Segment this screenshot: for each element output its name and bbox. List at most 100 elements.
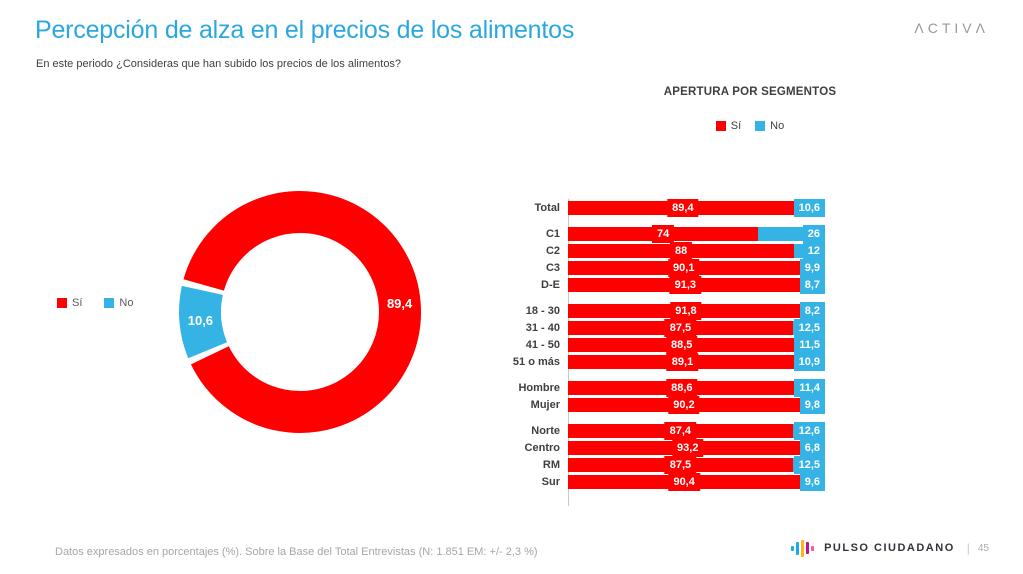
category-label: 18 - 30 (525, 305, 560, 317)
category-label: C1 (545, 228, 560, 240)
bar-legend-item-si: Sí (715, 120, 742, 132)
bar-group: Total 89,4 10,6 (498, 199, 825, 217)
legend-no-swatch (104, 298, 115, 308)
bar-track: 93,2 6,8 (568, 439, 825, 457)
equalizer-bar (791, 545, 795, 551)
legend-si-label: Sí (72, 297, 83, 309)
bar-row: 51 o más 89,1 10,9 (498, 353, 825, 371)
legend-si-swatch (57, 298, 67, 308)
bar-group: Norte 87,4 12,6 Centro 93,2 6,8 RM 87,5 12,5 Sur 9… (498, 422, 825, 491)
equalizer-bar (796, 541, 800, 555)
bar-track: 91,3 8,7 (568, 276, 825, 294)
value-label-si: 89,1 (666, 353, 699, 371)
bar-row: 18 - 30 91,8 8,2 (498, 302, 825, 320)
category-label: D-E (541, 279, 560, 291)
value-label-si: 87,4 (664, 422, 697, 440)
bar-row: Norte 87,4 12,6 (498, 422, 825, 440)
equalizer-icon (791, 538, 816, 558)
value-label-no: 9,9 (799, 259, 825, 277)
equalizer-bar (806, 542, 810, 554)
donut-segment-si-label: 89,4 (387, 296, 413, 311)
donut-segment-no (179, 285, 228, 359)
value-label-si: 90,2 (668, 396, 700, 414)
bar-track: 87,4 12,6 (568, 422, 825, 440)
donut-segment-si (183, 191, 421, 433)
value-label-no: 12,5 (793, 319, 825, 337)
bar-track: 90,4 9,6 (568, 473, 825, 491)
equalizer-bar (811, 545, 815, 551)
value-label-si: 88,6 (666, 379, 698, 397)
segments-bar-chart: Total 89,4 10,6 C1 74 26 C2 88 12 C3 90,1 9,9 D-E 91,… (498, 199, 825, 506)
value-label-no: 8,7 (799, 276, 825, 294)
bar-track: 90,2 9,8 (568, 396, 825, 414)
value-label-no: 12,6 (793, 422, 825, 440)
value-label-no: 11,4 (794, 379, 825, 397)
bar-track: 74 26 (568, 225, 825, 243)
category-label: Norte (531, 425, 560, 437)
donut-chart: 89,4 10,6 (179, 191, 421, 433)
axis-line (568, 199, 569, 506)
category-label: 31 - 40 (525, 322, 560, 334)
bar-legend-si-label: Sí (730, 120, 742, 132)
footer-brand-name: PULSO CIUDADANO (824, 542, 955, 554)
value-label-no: 11,5 (794, 336, 825, 354)
value-label-no: 10,9 (793, 353, 825, 371)
bar-group: Hombre 88,6 11,4 Mujer 90,2 9,8 (498, 379, 825, 414)
bar-track: 87,5 12,5 (568, 319, 825, 337)
value-label-si: 88 (669, 242, 693, 260)
category-label: Centro (524, 442, 560, 454)
bar-row: 31 - 40 87,5 12,5 (498, 319, 825, 337)
bar-track: 91,8 8,2 (568, 302, 825, 320)
value-label-no: 12 (802, 242, 825, 260)
bar-row: D-E 91,3 8,7 (498, 276, 825, 294)
bar-row: 41 - 50 88,5 11,5 (498, 336, 825, 354)
pulso-ciudadano-logo: PULSO CIUDADANO | 45 (791, 538, 989, 558)
footnote: Datos expresados en porcentajes (%). Sob… (55, 546, 538, 558)
category-label: 51 o más (512, 356, 560, 368)
bar-row: Mujer 90,2 9,8 (498, 396, 825, 414)
equalizer-bar (801, 539, 805, 557)
value-label-si: 91,8 (670, 302, 702, 320)
category-label: Total (534, 202, 560, 214)
category-label: Mujer (530, 399, 560, 411)
survey-question: En este periodo ¿Consideras que han subi… (36, 58, 402, 70)
value-label-si: 90,1 (668, 259, 700, 277)
bar-group: 18 - 30 91,8 8,2 31 - 40 87,5 12,5 41 - 50 88,5… (498, 302, 825, 371)
bar-track: 88 12 (568, 242, 825, 260)
category-label: C2 (545, 245, 560, 257)
page-number: 45 (977, 542, 989, 554)
bar-track: 90,1 9,9 (568, 259, 825, 277)
bar-row: RM 87,5 12,5 (498, 456, 825, 474)
donut-legend-item-si: Sí (57, 297, 82, 309)
value-label-no: 26 (802, 225, 825, 243)
bar-row: Total 89,4 10,6 (498, 199, 825, 217)
value-label-si: 74 (651, 225, 675, 243)
category-label: Hombre (518, 382, 560, 394)
value-label-si: 91,3 (669, 276, 702, 294)
bar-legend-no-swatch (755, 121, 766, 131)
bar-track: 88,6 11,4 (568, 379, 825, 397)
page-title: Percepción de alza en el precios de los … (35, 16, 575, 44)
bar-row: Centro 93,2 6,8 (498, 439, 825, 457)
category-label: C3 (545, 262, 560, 274)
donut-segment-no-label: 10,6 (188, 313, 213, 328)
bar-row: C3 90,1 9,9 (498, 259, 825, 277)
value-label-si: 93,2 (672, 439, 704, 457)
segments-title: APERTURA POR SEGMENTOS (663, 86, 837, 98)
value-label-no: 10,6 (793, 199, 825, 217)
bar-legend-item-no: No (755, 120, 784, 132)
bar-row: C2 88 12 (498, 242, 825, 260)
bar-row: Sur 90,4 9,6 (498, 473, 825, 491)
bar-row: C1 74 26 (498, 225, 825, 243)
category-label: RM (542, 459, 560, 471)
value-label-si: 90,4 (668, 473, 700, 491)
bar-row: Hombre 88,6 11,4 (498, 379, 825, 397)
value-label-no: 12,5 (793, 456, 825, 474)
category-label: 41 - 50 (525, 339, 560, 351)
value-label-no: 9,6 (799, 473, 825, 491)
bar-track: 89,1 10,9 (568, 353, 825, 371)
bar-legend-si-swatch (715, 121, 726, 131)
value-label-no: 8,2 (799, 302, 825, 320)
donut-legend-item-no: No (104, 297, 133, 309)
legend-no-label: No (119, 297, 134, 309)
